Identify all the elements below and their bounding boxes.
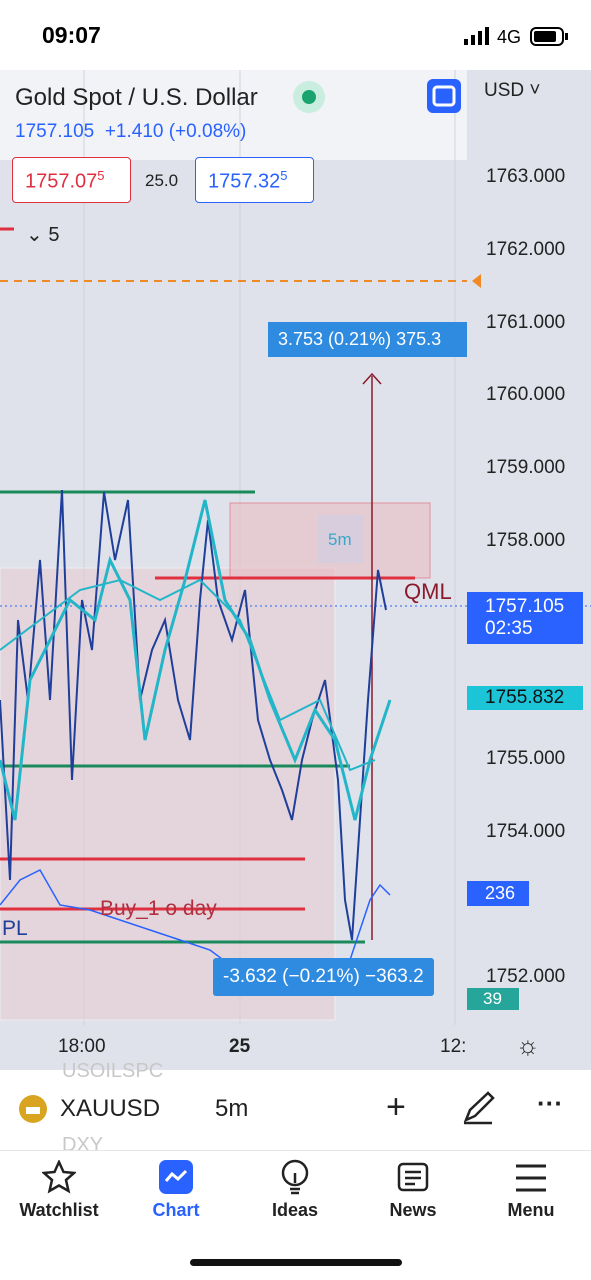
indicator-toggle[interactable]: ⌄ 5 <box>26 224 60 246</box>
price-tick-label: 1760.000 <box>486 384 566 405</box>
nav-divider <box>0 1150 591 1151</box>
nav-item[interactable]: Watchlist <box>19 1200 99 1220</box>
price-tick-label: 1762.000 <box>486 239 566 260</box>
volume-badge-b: 39 <box>467 988 519 1010</box>
settings-icon[interactable]: ☼ <box>516 1030 540 1060</box>
last-price-badge: 1757.105 02:35 <box>467 592 583 644</box>
nav-item[interactable]: Chart <box>152 1200 200 1220</box>
symbol[interactable]: XAUUSD <box>60 1095 161 1122</box>
price-tick-label: 1758.000 <box>486 530 566 551</box>
chart <box>0 70 591 1070</box>
measure-up: 3.753 (0.21%) 375.3 <box>268 322 467 357</box>
change: +1.410 (+0.08%) <box>104 121 247 142</box>
price-tick-label: 1763.000 <box>486 166 566 187</box>
market-open-dot <box>293 81 325 113</box>
time-label: 18:00 <box>58 1036 106 1057</box>
spread: 25.0 <box>145 171 179 190</box>
price-tick-label: 1754.000 <box>486 821 566 842</box>
buy-pip: 5 <box>280 168 288 183</box>
sell-pip: 5 <box>97 168 105 183</box>
countdown: 02:35 <box>485 618 533 639</box>
price-tick-label: 1759.000 <box>486 457 566 478</box>
buy-zone-label: Buy_1 o day <box>100 897 217 920</box>
price-tick-label: 1752.000 <box>486 966 566 987</box>
draw-button[interactable] <box>460 1090 496 1126</box>
add-button[interactable]: + <box>386 1088 406 1126</box>
nav-item[interactable]: News <box>389 1200 437 1220</box>
currency-label: USD <box>484 80 525 101</box>
gold-icon <box>19 1095 47 1123</box>
time-label: 12: <box>440 1036 467 1057</box>
menu-icon <box>516 1164 546 1192</box>
timeframe-label: 5m <box>328 530 352 549</box>
buy-price: 1757.32 <box>208 170 281 193</box>
watchlist-icon <box>42 1160 76 1194</box>
quote: 1757.105 +1.410 (+0.08%) <box>15 121 246 143</box>
symbol-title: Gold Spot / U.S. Dollar <box>15 84 258 111</box>
home-indicator <box>190 1259 402 1266</box>
sell-button[interactable]: 1757.075 <box>12 157 131 203</box>
currency[interactable]: USD ˅ <box>484 80 541 101</box>
last-price: 1757.105 <box>485 596 565 617</box>
ghost-symbol: USOILSPC <box>62 1060 164 1082</box>
network: 4G <box>497 27 522 47</box>
more-button[interactable]: ··· <box>537 1088 563 1118</box>
pl-label: PL <box>2 917 28 940</box>
fullscreen-button[interactable] <box>426 78 462 114</box>
measure-down: -3.632 (−0.21%) −363.2 <box>213 958 434 996</box>
price-tick-label: 1755.000 <box>486 748 566 769</box>
price-tick-label: 1761.000 <box>486 312 566 333</box>
nav-item[interactable]: Menu <box>507 1200 555 1220</box>
volume-badge-a: 236 <box>467 881 529 906</box>
buy-button[interactable]: 1757.325 <box>195 157 314 203</box>
ghost-symbol: DXY <box>62 1134 104 1156</box>
price: 1757.105 <box>15 121 95 142</box>
clock: 09:07 <box>42 22 101 48</box>
chart-icon <box>159 1160 193 1194</box>
time-label: 25 <box>229 1036 251 1057</box>
interval[interactable]: 5m <box>215 1095 249 1122</box>
ideas-icon <box>281 1159 309 1195</box>
ma-badge: 1755.832 <box>467 686 583 710</box>
qml-label: QML <box>404 579 452 604</box>
nav-item[interactable]: Ideas <box>271 1200 319 1220</box>
news-icon <box>397 1162 429 1192</box>
indicator-count: 5 <box>48 224 60 246</box>
sell-price: 1757.07 <box>25 170 98 193</box>
status-icons <box>464 27 568 46</box>
